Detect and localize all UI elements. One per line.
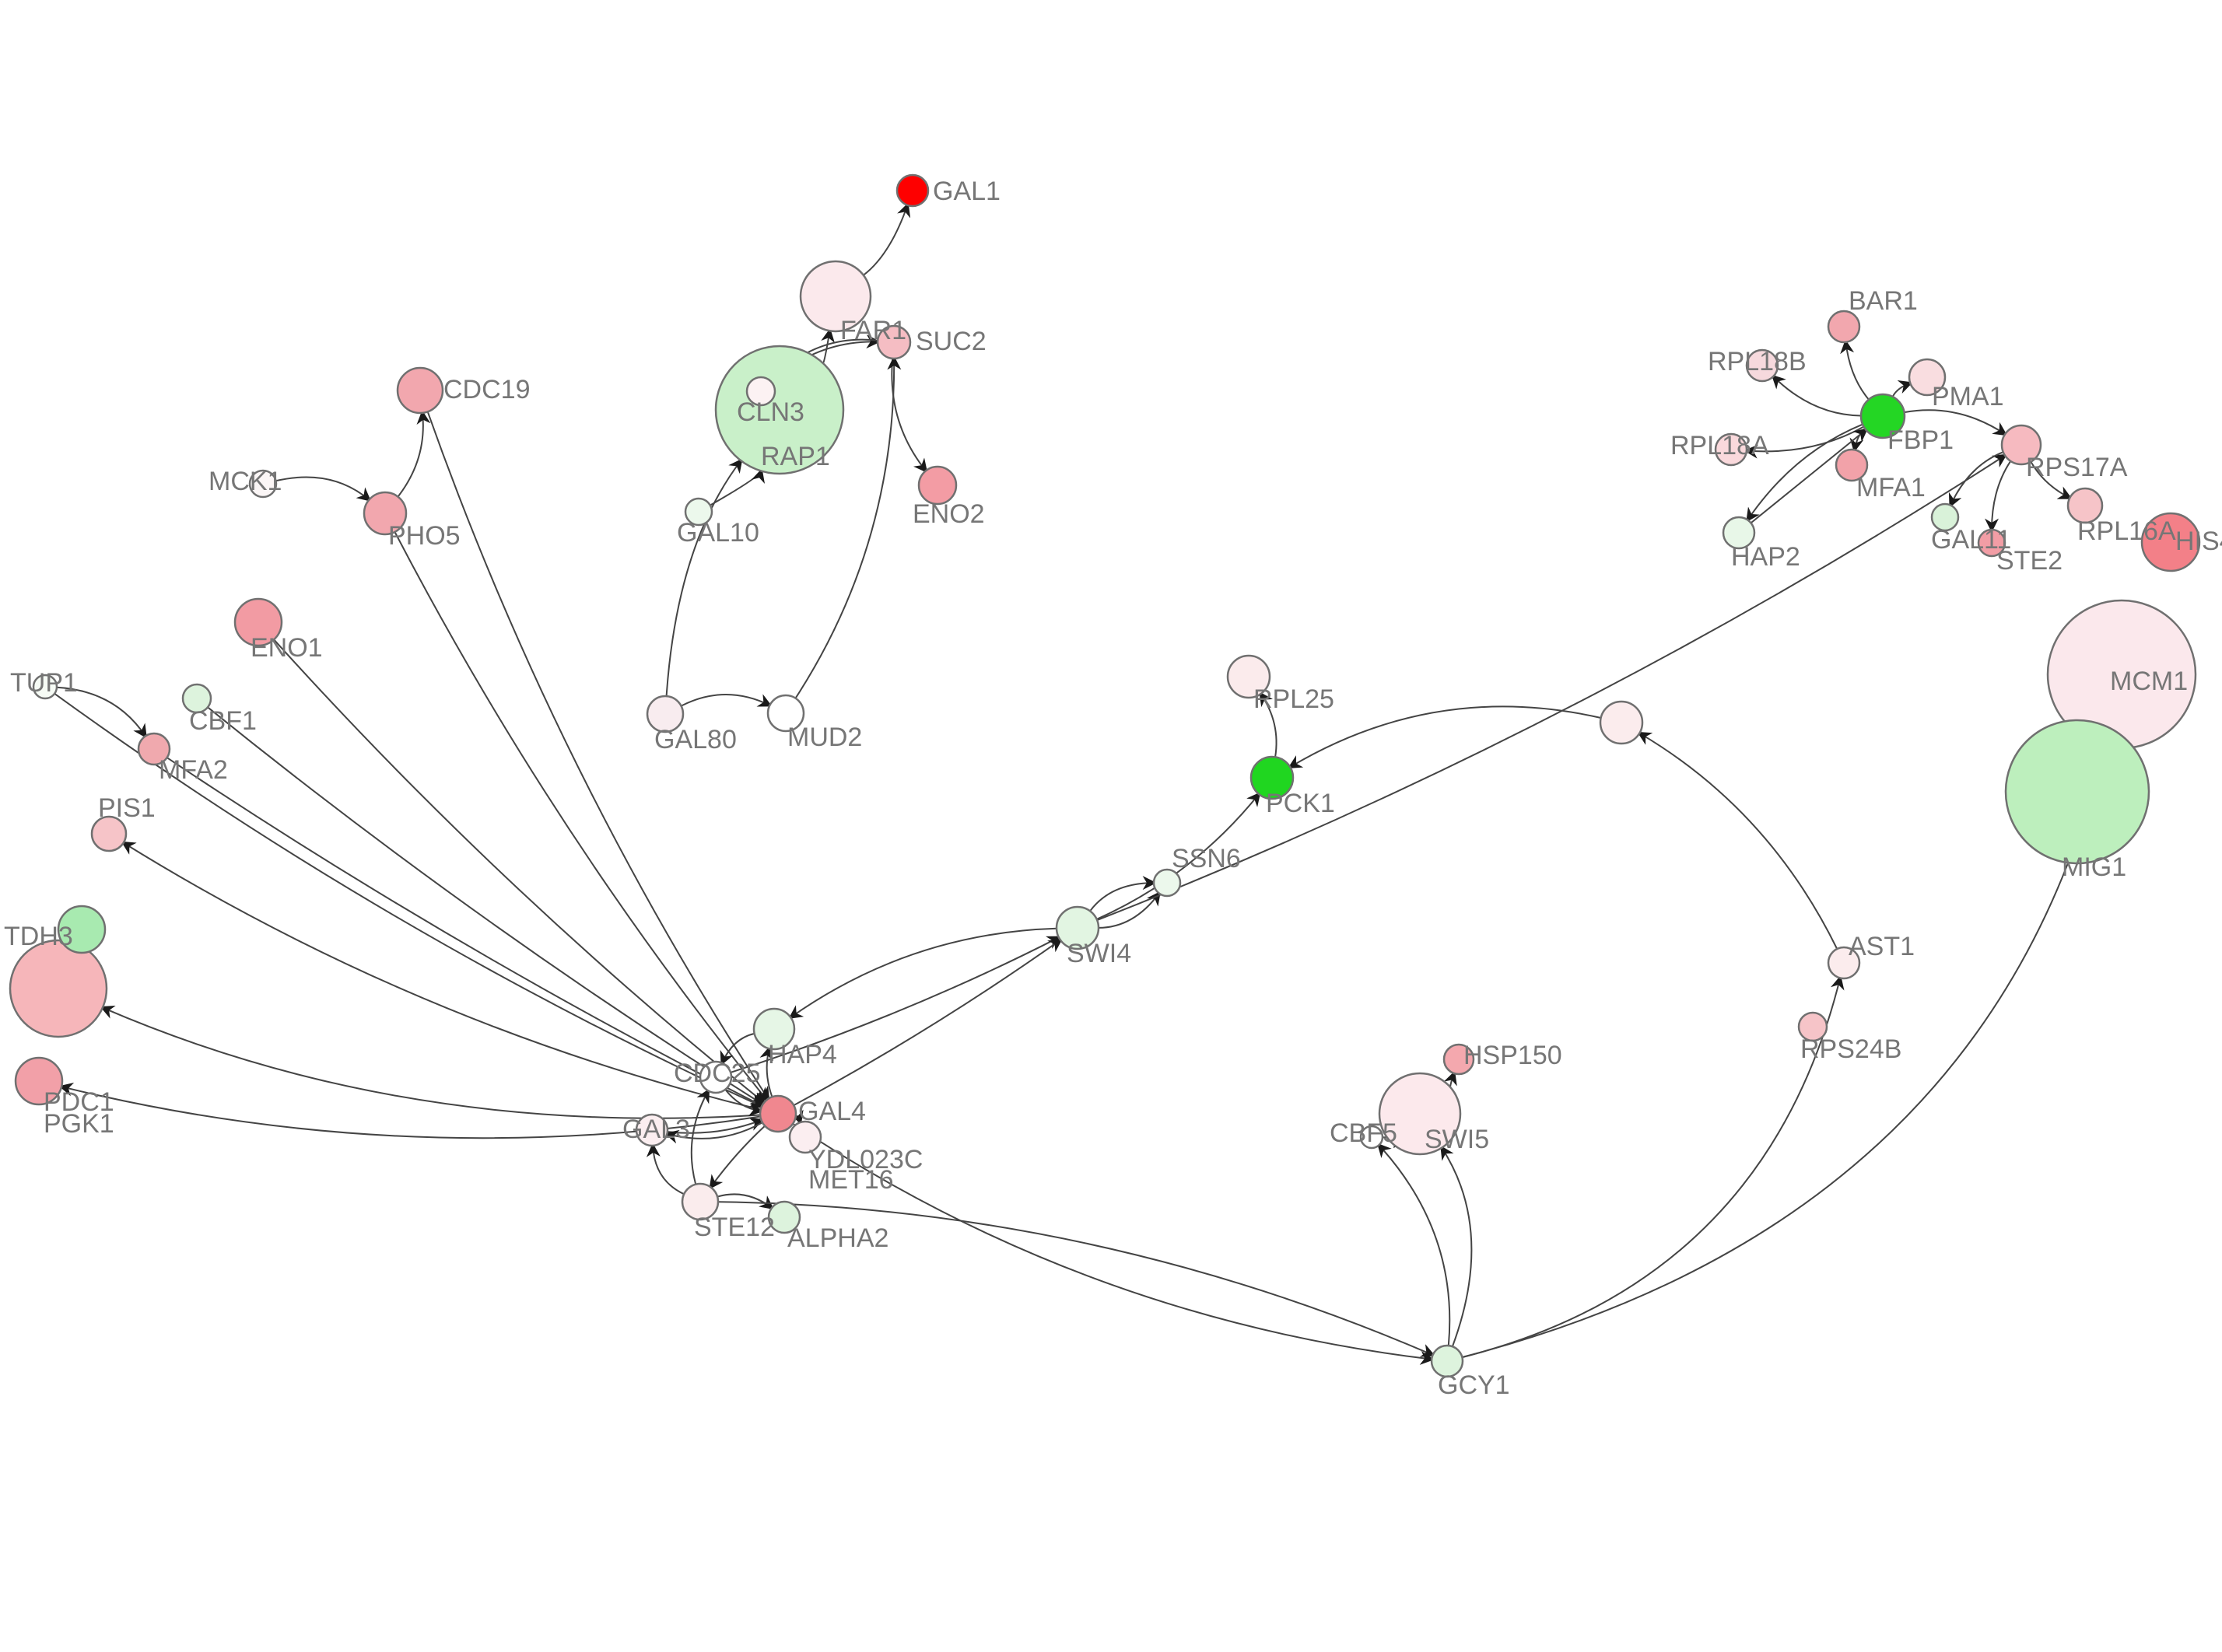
svg-text:GAL4: GAL4 bbox=[798, 1097, 866, 1126]
svg-text:HIS4: HIS4 bbox=[2175, 527, 2222, 556]
svg-text:PGK1: PGK1 bbox=[44, 1109, 114, 1139]
svg-text:CDC25: CDC25 bbox=[674, 1059, 760, 1088]
svg-text:RPS24B: RPS24B bbox=[1800, 1034, 1901, 1064]
svg-text:CLN3: CLN3 bbox=[737, 397, 804, 427]
svg-text:RPL18B: RPL18B bbox=[1708, 347, 1807, 376]
svg-text:STE12: STE12 bbox=[694, 1213, 775, 1242]
svg-text:MFA1: MFA1 bbox=[1856, 473, 1926, 502]
svg-text:RPL18A: RPL18A bbox=[1670, 431, 1769, 460]
svg-text:GAL80: GAL80 bbox=[654, 725, 737, 754]
svg-text:PMA1: PMA1 bbox=[1932, 382, 2004, 411]
svg-text:GAL10: GAL10 bbox=[677, 518, 759, 548]
svg-text:MET16: MET16 bbox=[808, 1165, 894, 1195]
svg-text:HSP150: HSP150 bbox=[1463, 1041, 1562, 1070]
svg-text:SSN6: SSN6 bbox=[1172, 844, 1241, 873]
svg-text:CDC19: CDC19 bbox=[443, 375, 530, 404]
svg-text:GAL3: GAL3 bbox=[622, 1115, 690, 1144]
svg-text:CBF1: CBF1 bbox=[189, 706, 257, 736]
svg-text:SWI4: SWI4 bbox=[1067, 939, 1131, 968]
svg-text:GCY1: GCY1 bbox=[1438, 1370, 1510, 1400]
svg-text:TUP1: TUP1 bbox=[10, 668, 78, 698]
svg-text:SWI5: SWI5 bbox=[1425, 1125, 1489, 1154]
svg-text:PIS1: PIS1 bbox=[98, 793, 156, 823]
svg-text:PHO5: PHO5 bbox=[388, 521, 461, 551]
svg-text:ALPHA2: ALPHA2 bbox=[787, 1223, 888, 1253]
svg-text:GAL1: GAL1 bbox=[933, 177, 1001, 206]
svg-text:AST1: AST1 bbox=[1849, 932, 1915, 961]
svg-text:RPS17A: RPS17A bbox=[2026, 453, 2128, 482]
svg-text:MIG1: MIG1 bbox=[2062, 852, 2126, 882]
svg-text:RPL25: RPL25 bbox=[1253, 684, 1334, 714]
svg-text:RAP1: RAP1 bbox=[761, 442, 830, 471]
svg-text:ENO1: ENO1 bbox=[251, 633, 323, 663]
svg-text:RPL16A: RPL16A bbox=[2077, 516, 2176, 546]
svg-text:HAP4: HAP4 bbox=[768, 1040, 837, 1069]
svg-text:FAR1: FAR1 bbox=[840, 316, 906, 345]
svg-text:FBP1: FBP1 bbox=[1887, 425, 1954, 455]
svg-text:MCM1: MCM1 bbox=[2110, 667, 2188, 696]
svg-text:CBF5: CBF5 bbox=[1330, 1118, 1397, 1148]
svg-text:ENO2: ENO2 bbox=[913, 499, 985, 529]
svg-text:STE2: STE2 bbox=[1996, 546, 2063, 576]
svg-text:PCK1: PCK1 bbox=[1266, 789, 1335, 818]
svg-text:MFA2: MFA2 bbox=[159, 755, 228, 785]
svg-text:MCK1: MCK1 bbox=[209, 467, 282, 496]
svg-text:HAP2: HAP2 bbox=[1731, 542, 1800, 572]
svg-text:MUD2: MUD2 bbox=[787, 723, 862, 752]
svg-text:SUC2: SUC2 bbox=[916, 327, 987, 356]
svg-text:BAR1: BAR1 bbox=[1849, 286, 1918, 316]
svg-text:TDH3: TDH3 bbox=[4, 922, 73, 951]
